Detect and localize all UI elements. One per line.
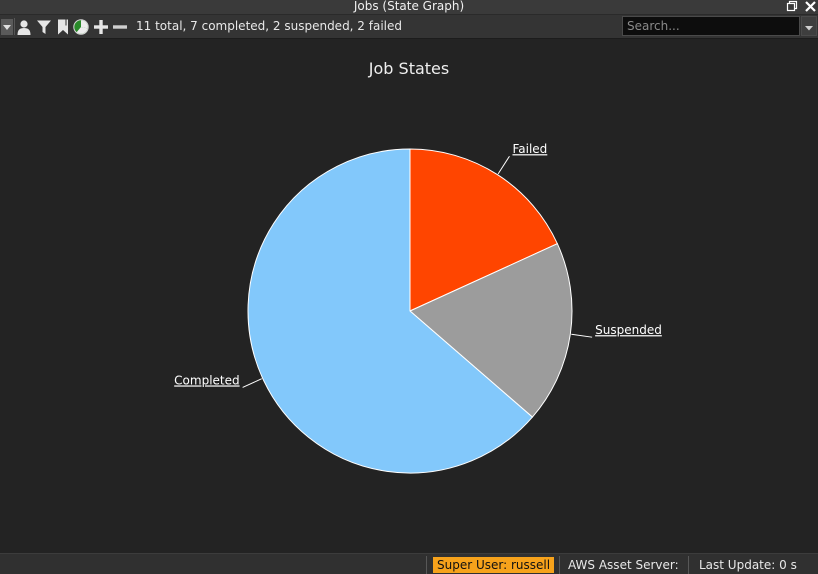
- aws-asset-server-status: AWS Asset Server:: [568, 558, 679, 572]
- pie-slices: [247, 148, 573, 474]
- window-title: Jobs (State Graph): [353, 0, 465, 13]
- status-bar: Super User: russell AWS Asset Server: La…: [0, 553, 818, 574]
- bookmark-button[interactable]: [55, 18, 71, 35]
- pie-label-failed: Failed: [512, 142, 547, 156]
- minus-icon: [112, 19, 128, 35]
- dropdown-arrow-icon: [0, 18, 13, 35]
- chart-title: Job States: [368, 59, 449, 78]
- leader-line-suspended: [571, 333, 593, 338]
- filter-button[interactable]: [36, 18, 52, 35]
- restore-window-icon[interactable]: [785, 0, 799, 14]
- pie-slice-suspended[interactable]: [409, 243, 573, 418]
- user-filter-button[interactable]: [16, 18, 32, 35]
- user-icon: [16, 19, 32, 35]
- search-input[interactable]: [622, 16, 800, 36]
- pie-labels: Failed Suspended Completed: [174, 142, 662, 388]
- status-divider: [688, 556, 689, 574]
- plus-icon: [93, 19, 109, 35]
- close-icon[interactable]: [803, 0, 817, 14]
- last-update-status: Last Update: 0 s: [699, 558, 797, 572]
- title-bar[interactable]: Jobs (State Graph): [0, 0, 818, 15]
- filter-icon: [36, 19, 52, 35]
- super-user-badge[interactable]: Super User: russell: [433, 557, 555, 573]
- pie-chart-button[interactable]: [73, 18, 89, 35]
- job-summary-text: 11 total, 7 completed, 2 suspended, 2 fa…: [136, 19, 403, 33]
- pie-label-suspended: Suspended: [595, 323, 662, 337]
- search-dropdown-button[interactable]: [801, 16, 817, 36]
- menu-dropdown-button[interactable]: [0, 18, 13, 35]
- toolbar-divider: [14, 18, 15, 35]
- zoom-out-button[interactable]: [112, 18, 128, 35]
- job-states-chart: Job States Failed Suspended Completed: [0, 39, 818, 552]
- status-divider: [559, 556, 560, 574]
- status-divider: [426, 556, 427, 574]
- toolbar: 11 total, 7 completed, 2 suspended, 2 fa…: [0, 15, 818, 39]
- pie-chart-svg: Job States Failed Suspended Completed: [174, 59, 662, 474]
- leader-line-completed: [242, 378, 262, 388]
- bookmark-icon: [56, 19, 70, 35]
- pie-label-completed: Completed: [174, 373, 239, 387]
- chevron-down-icon: [804, 17, 814, 36]
- pie-slice-failed[interactable]: [409, 148, 559, 312]
- pie-chart-icon: [73, 18, 89, 35]
- zoom-in-button[interactable]: [93, 18, 109, 35]
- leader-line-failed: [497, 155, 510, 175]
- pie-slice-completed[interactable]: [247, 148, 534, 474]
